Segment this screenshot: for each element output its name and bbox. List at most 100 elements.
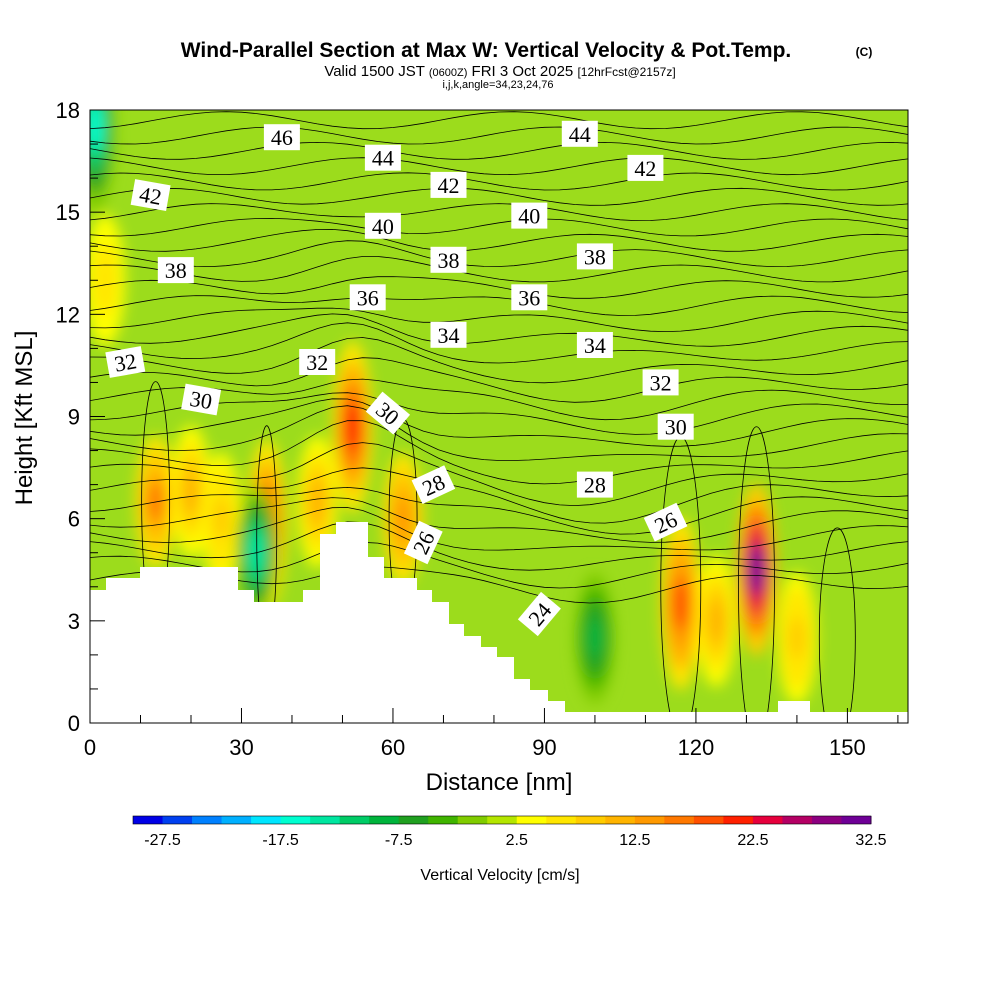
theta-contour-line <box>90 126 908 145</box>
contour-label-box <box>430 321 467 348</box>
colorbar-tick-label: -7.5 <box>385 832 413 849</box>
velocity-cell-layer <box>748 543 765 596</box>
x-axis-label: Distance [nm] <box>426 769 573 796</box>
contour-label-text: 32 <box>112 348 138 376</box>
colorbar-swatch <box>369 816 400 824</box>
colorbar-swatch <box>546 816 577 824</box>
colorbar-tick-label: 12.5 <box>619 832 650 849</box>
theta-contour-line <box>90 203 908 222</box>
title-copyright-mark: (C) <box>856 45 873 59</box>
contour-label-box <box>181 383 222 416</box>
velocity-cell-layer <box>309 480 326 523</box>
theta-contour-line <box>90 392 908 435</box>
contour-label: 38 <box>157 257 194 284</box>
colorbar-swatch <box>516 816 547 824</box>
velocity-cell-layer <box>90 110 104 154</box>
contour-label-box <box>627 154 664 181</box>
contour-label-text: 40 <box>372 214 394 239</box>
x-tick-label: 150 <box>829 735 866 760</box>
colorbar-swatch <box>575 816 606 824</box>
colorbar-swatch <box>162 816 193 824</box>
colorbar-swatch <box>339 816 370 824</box>
velocity-cell-10 <box>776 571 817 704</box>
contour-label: 36 <box>511 284 548 311</box>
contour-label-box <box>643 502 688 542</box>
contour-label-box <box>430 246 467 273</box>
contour-label-box <box>349 284 386 311</box>
theta-contour-line <box>90 378 908 421</box>
contour-label: 40 <box>364 212 401 239</box>
x-axis: 0 30 60 90 120 150 <box>84 708 899 760</box>
contour-label-box <box>517 591 561 637</box>
contour-label: 38 <box>576 243 613 270</box>
contour-label: 44 <box>561 120 598 147</box>
velocity-cell-layer <box>395 497 412 540</box>
theta-contour-line <box>738 426 775 723</box>
colorbar-tick-label: 32.5 <box>855 832 886 849</box>
contour-label: 42 <box>627 154 664 181</box>
contour-label-text: 28 <box>584 473 606 498</box>
contour-label-box <box>105 346 146 378</box>
x-tick-label: 0 <box>84 735 96 760</box>
theta-contour-line <box>90 141 908 160</box>
velocity-cell-2 <box>201 452 242 585</box>
colorbar-swatch <box>133 816 164 824</box>
theta-contour-line <box>90 357 908 403</box>
contour-label-text: 30 <box>188 386 214 414</box>
x-tick-label: 30 <box>229 735 253 760</box>
theta-contour-line <box>90 228 908 252</box>
contour-label: 30 <box>657 413 694 440</box>
theta-contour-line <box>90 307 908 333</box>
y-axis: 0 3 6 9 12 15 18 <box>56 98 105 736</box>
colorbar-swatch <box>221 816 252 824</box>
colorbar-swatch <box>693 816 724 824</box>
subtitle-date: FRI 3 Oct 2025 <box>472 63 574 80</box>
theta-contour-line <box>90 467 908 524</box>
contour-label-text: 36 <box>518 285 540 310</box>
theta-contour-labels: 46 44 44 42 42 42 40 40 38 38 38 36 36 34 34 32 32 32 30 30… <box>105 120 694 637</box>
terrain <box>90 522 908 723</box>
theta-contour-line <box>90 313 908 347</box>
contour-label: 28 <box>411 465 456 504</box>
contour-label-text: 42 <box>634 156 656 181</box>
plot-area: 46 44 44 42 42 42 40 40 38 38 38 36 36 34 34 32 32 32 30 30… <box>90 110 908 723</box>
chart-title: Wind-Parallel Section at Max W: Vertical… <box>181 39 792 62</box>
theta-contour-line <box>90 172 908 191</box>
velocity-cell-5 <box>332 340 373 513</box>
velocity-cell-layer <box>344 400 361 453</box>
theta-contour-line <box>90 295 908 316</box>
colorbar-tick-label: -17.5 <box>262 832 299 849</box>
y-tick-label: 6 <box>68 507 80 532</box>
contour-label-box <box>511 202 548 229</box>
contour-label-box <box>411 465 456 504</box>
colorbar-swatch <box>605 816 636 824</box>
colorbar-frame <box>132 815 872 825</box>
contour-label-text: 38 <box>584 244 606 269</box>
colorbar-swatch <box>192 816 223 824</box>
colorbar-swatch <box>428 816 459 824</box>
colorbar-swatch <box>634 816 665 824</box>
velocity-cell-9 <box>736 483 777 656</box>
contour-label-box <box>576 471 613 498</box>
contour-label: 32 <box>105 346 146 378</box>
theta-contour-line <box>90 111 908 130</box>
contour-label-text: 42 <box>438 173 460 198</box>
velocity-cell-12 <box>574 571 615 704</box>
theta-contour-line <box>818 527 856 723</box>
contour-label-text: 40 <box>518 204 540 229</box>
velocity-cell-layer <box>213 497 230 540</box>
contour-label: 46 <box>263 124 300 151</box>
contour-label: 34 <box>430 321 467 348</box>
theta-contour-line <box>90 521 908 571</box>
contour-label-text: 44 <box>372 146 394 171</box>
subtitle-utc: (0600Z) <box>429 67 468 79</box>
colorbar-label: Vertical Velocity [cm/s] <box>420 867 579 884</box>
theta-contour-line <box>90 256 908 283</box>
colorbar-swatch <box>280 816 311 824</box>
y-tick-label: 9 <box>68 405 80 430</box>
contour-label-box <box>511 284 548 311</box>
contour-label-text: 44 <box>569 122 591 147</box>
contour-label-text: 36 <box>357 285 379 310</box>
x-tick-label: 90 <box>532 735 556 760</box>
